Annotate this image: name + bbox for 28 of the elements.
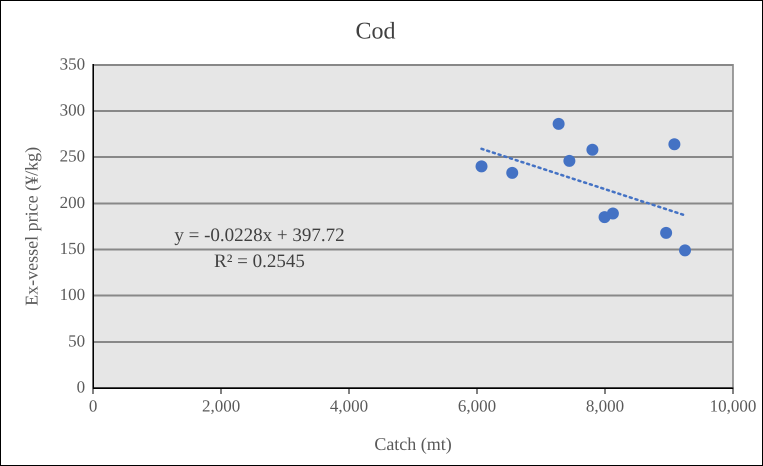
x-tick-label: 4,000 (330, 396, 368, 416)
x-tick-label: 0 (88, 396, 98, 416)
y-tick-label: 50 (68, 331, 86, 350)
point (563, 154, 576, 167)
y-tick-label: 100 (60, 285, 86, 304)
x-tick-label: 2,000 (202, 396, 240, 416)
annotation: R² = 0.2545 (214, 250, 305, 272)
x-axis-title: Catch (mt) (374, 434, 452, 454)
y-tick-label: 350 (60, 54, 86, 74)
point (668, 138, 680, 150)
x-tick-label: 6,000 (458, 396, 496, 416)
y-tick-label: 250 (60, 146, 86, 166)
y-axis-title: Ex-vessel price (¥/kg) (22, 146, 42, 306)
point (679, 244, 692, 256)
y-tick-label: 200 (60, 192, 86, 212)
point (552, 118, 565, 130)
x-tick-label: 10,000 (710, 396, 756, 416)
chart-title: Cod (355, 18, 396, 45)
y-tick-label: 0 (76, 377, 86, 396)
point (586, 144, 598, 156)
x-tick-label: 8,000 (586, 396, 624, 416)
point (506, 166, 518, 179)
annotation: y = -0.0228x + 397.72 (174, 225, 345, 246)
point (476, 160, 488, 172)
y-tick-label: 150 (60, 238, 86, 258)
y-tick-label: 300 (60, 100, 86, 120)
point (606, 207, 619, 220)
point (660, 226, 672, 239)
